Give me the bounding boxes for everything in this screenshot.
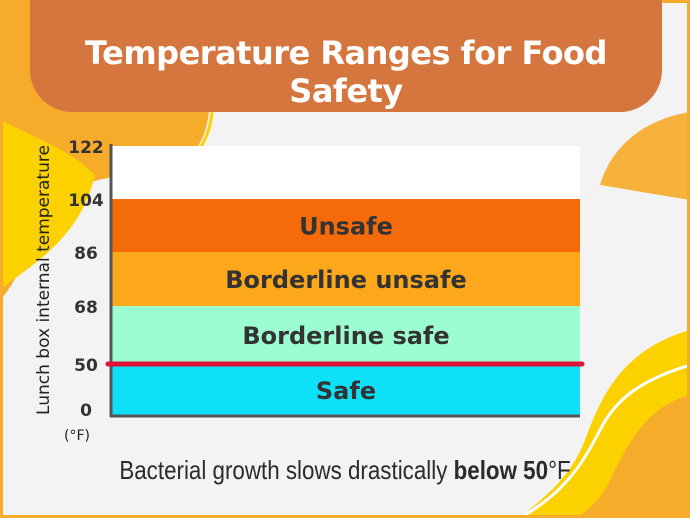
- caption-suffix: °F: [548, 455, 571, 485]
- caption-emphasis: below 50: [453, 455, 549, 485]
- chart-title: Temperature Ranges for Food Safety: [85, 34, 607, 110]
- y-tick-label: 86: [74, 244, 98, 264]
- caption: Bacterial growth slows drastically below…: [48, 455, 641, 486]
- y-tick-label: 50: [74, 356, 98, 376]
- y-axis-unit: (°F): [64, 428, 90, 444]
- band-label: Safe: [316, 377, 376, 405]
- band-unsafe: [112, 199, 580, 252]
- y-tick-label: 0: [80, 401, 92, 421]
- band-safe: [112, 364, 580, 416]
- y-tick-label: 68: [74, 298, 98, 318]
- caption-prefix: Bacterial growth slows drastically: [119, 455, 454, 485]
- band-label: Unsafe: [299, 213, 393, 241]
- y-tick-label: 104: [68, 191, 104, 211]
- band-borderline-unsafe: [112, 252, 580, 306]
- band-label: Borderline safe: [242, 322, 449, 350]
- title-banner: [30, 0, 662, 112]
- band-label: Borderline unsafe: [225, 266, 466, 294]
- band-borderline-safe: [112, 306, 580, 364]
- y-axis-label: Lunch box internal temperature: [34, 145, 54, 415]
- y-tick-label: 122: [68, 138, 104, 158]
